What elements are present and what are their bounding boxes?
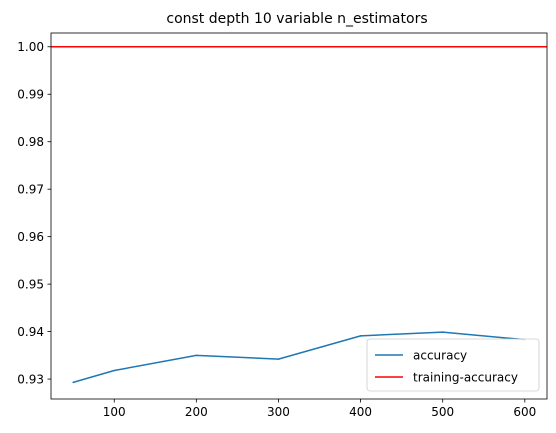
legend-box — [366, 338, 540, 392]
legend-label: accuracy — [413, 348, 467, 362]
data-point — [277, 358, 280, 360]
axis-ticks: 100 200 300 400 500 600 0.93 0.94 0.95 0.96 0.97 0.… — [17, 40, 536, 419]
chart-title: const depth 10 variable n_estimators — [166, 11, 427, 27]
legend-label: training-accuracy — [413, 370, 518, 384]
x-tick-label: 200 — [185, 405, 208, 419]
y-tick-label: 1.00 — [17, 40, 44, 54]
data-point — [441, 331, 444, 333]
data-point — [72, 381, 74, 384]
plot-area — [51, 46, 547, 384]
y-tick-label: 0.93 — [17, 372, 44, 386]
data-point — [113, 369, 116, 372]
x-tick-label: 600 — [513, 405, 536, 419]
x-tick-label: 400 — [349, 405, 372, 419]
y-tick-label: 0.99 — [17, 88, 44, 102]
data-point — [195, 354, 198, 357]
x-tick-label: 100 — [103, 405, 126, 419]
data-point — [359, 335, 362, 337]
x-tick-label: 500 — [431, 405, 454, 419]
axes-frame — [50, 32, 548, 400]
legend: accuracy training-accuracy — [366, 338, 540, 392]
y-tick-label: 0.97 — [17, 182, 44, 196]
y-tick-label: 0.96 — [17, 230, 44, 244]
y-tick-label: 0.98 — [17, 135, 44, 149]
x-tick-label: 300 — [267, 405, 290, 419]
y-tick-label: 0.94 — [17, 325, 44, 339]
y-tick-label: 0.95 — [17, 277, 44, 291]
